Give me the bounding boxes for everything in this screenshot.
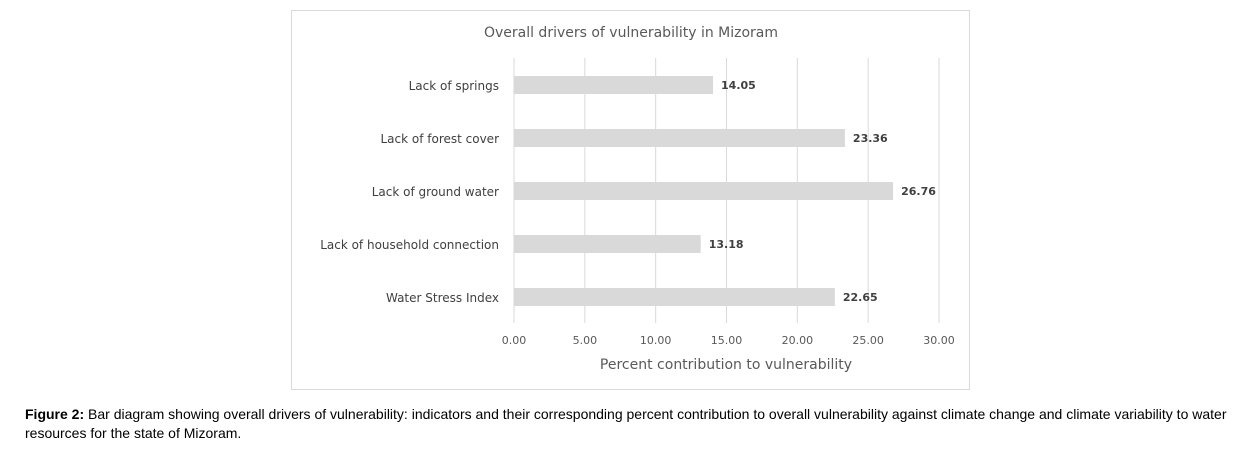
figure-caption: Figure 2: Bar diagram showing overall dr… bbox=[25, 405, 1240, 443]
bar bbox=[514, 129, 845, 147]
x-axis-title: Percent contribution to vulnerability bbox=[600, 357, 852, 373]
x-tick-label: 20.00 bbox=[782, 334, 814, 347]
data-label: 22.65 bbox=[843, 291, 878, 304]
figure-label: Figure 2: bbox=[25, 406, 85, 422]
x-tick-label: 15.00 bbox=[711, 334, 743, 347]
bar bbox=[514, 288, 835, 306]
data-label: 14.05 bbox=[721, 79, 756, 92]
x-tick-label: 5.00 bbox=[573, 334, 598, 347]
category-label: Lack of household connection bbox=[320, 238, 499, 252]
category-label: Lack of springs bbox=[409, 79, 499, 93]
bars bbox=[514, 76, 894, 306]
category-label: Lack of forest cover bbox=[380, 132, 499, 146]
labels: 0.00 5.00 10.00 15.00 20.00 25.00 30.00 Lack of… bbox=[320, 79, 955, 347]
figure-caption-text: Bar diagram showing overall drivers of v… bbox=[25, 406, 1227, 441]
x-tick-label: 25.00 bbox=[852, 334, 884, 347]
chart-title: Overall drivers of vulnerability in Mizo… bbox=[484, 25, 778, 41]
category-label: Water Stress Index bbox=[386, 291, 499, 305]
bar bbox=[514, 76, 714, 94]
bar bbox=[514, 235, 701, 253]
bar-chart: 0.00 5.00 10.00 15.00 20.00 25.00 30.00 Lack of… bbox=[320, 25, 955, 373]
x-tick-label: 30.00 bbox=[923, 334, 955, 347]
data-label: 26.76 bbox=[901, 185, 936, 198]
x-tick-label: 0.00 bbox=[502, 334, 527, 347]
bar bbox=[514, 182, 894, 200]
category-label: Lack of ground water bbox=[372, 185, 499, 199]
data-label: 23.36 bbox=[853, 132, 888, 145]
data-label: 13.18 bbox=[709, 238, 744, 251]
x-tick-label: 10.00 bbox=[640, 334, 672, 347]
